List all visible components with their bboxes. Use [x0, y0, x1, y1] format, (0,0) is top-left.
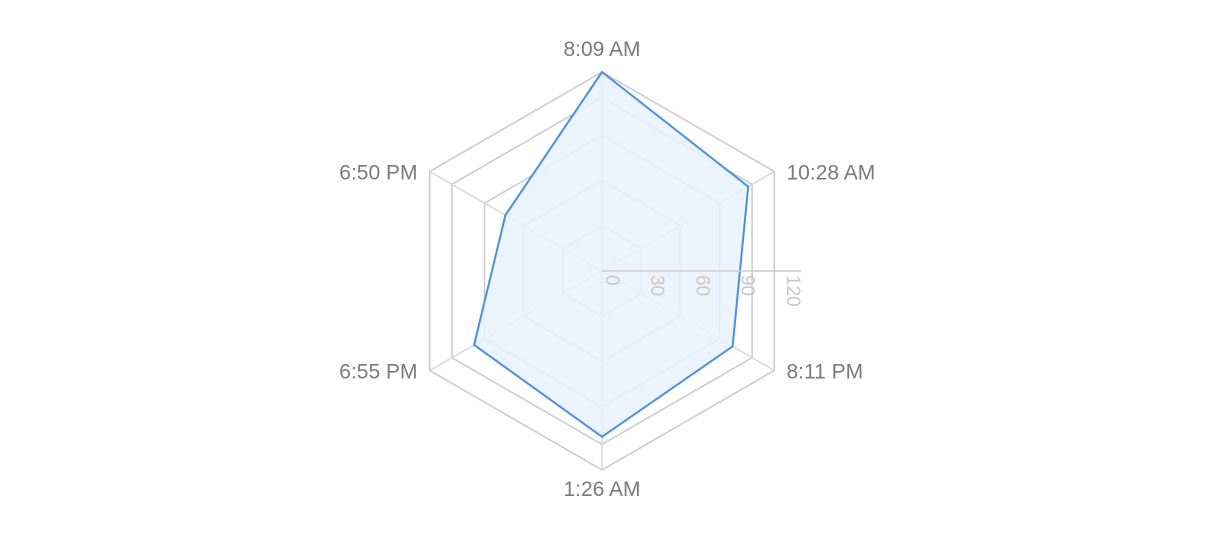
series-area-0 [472, 70, 750, 439]
category-label-2: 8:11 PM [787, 361, 864, 384]
series-layer [472, 70, 750, 439]
category-label-1: 10:28 AM [787, 162, 876, 185]
radial-tick-label-0: 0 [601, 275, 622, 286]
category-label-0: 8:09 AM [563, 38, 640, 61]
category-label-4: 6:55 PM [339, 361, 417, 384]
radial-tick-label-90: 90 [737, 275, 758, 296]
radial-tick-label-30: 30 [646, 275, 667, 296]
category-label-3: 1:26 AM [563, 478, 640, 501]
radial-axis-layer: 0 30 60 90 120 [601, 270, 803, 307]
category-label-5: 6:50 PM [339, 162, 417, 185]
category-label-layer: 8:09 AM 10:28 AM 8:11 PM 1:26 AM 6:55 PM 6:50… [339, 38, 875, 501]
radial-tick-label-60: 60 [691, 275, 712, 296]
radial-tick-label-120: 120 [782, 275, 803, 307]
